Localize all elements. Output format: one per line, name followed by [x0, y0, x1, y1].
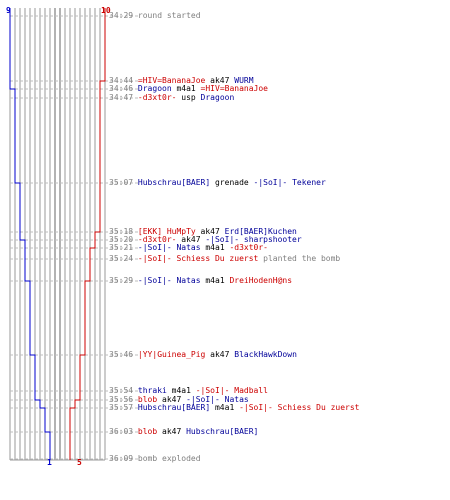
- event-text: bomb exploded: [137, 454, 201, 463]
- event-text: -|SoI|- Madball: [195, 386, 268, 395]
- event-text: Hubschrau[BAER]: [186, 427, 259, 436]
- event-row: 35:07 Hubschrau[BAER] grenade -|SoI|- Te…: [109, 178, 326, 188]
- event-time: 35:46: [109, 350, 134, 359]
- event-time: 34:47: [109, 93, 134, 102]
- event-text: m4a1: [200, 243, 230, 252]
- event-time: 36:09: [109, 454, 134, 463]
- event-row: 35:20 -d3xt0r- ak47 -|SoI|- sharpshooter: [109, 235, 302, 245]
- event-row: 34:44 =HIV=BananaJoe ak47 WURM: [109, 76, 254, 86]
- event-time: 35:54: [109, 386, 134, 395]
- event-time: 35:20: [109, 235, 134, 244]
- event-row: 35:57 Hubschrau[BAER] m4a1 -|SoI|- Schie…: [109, 403, 360, 413]
- event-time: 36:03: [109, 427, 134, 436]
- event-time: 35:57: [109, 403, 134, 412]
- event-text: ak47: [176, 235, 206, 244]
- event-time: 34:46: [109, 84, 134, 93]
- event-text: -|SoI|- Natas: [186, 395, 249, 404]
- event-text: usp: [176, 93, 201, 102]
- event-text: -d3xt0r-: [137, 93, 177, 102]
- event-text: Dragoon: [137, 84, 172, 93]
- event-text: =HIV=BananaJoe: [137, 76, 206, 85]
- blue-start-count: 9: [6, 6, 11, 15]
- event-text: blob: [137, 395, 158, 404]
- event-text: DreiHodenH@ns: [229, 276, 293, 285]
- event-row: 35:54 thraki m4a1 -|SoI|- Madball: [109, 386, 268, 396]
- event-time: 34:29: [109, 11, 134, 20]
- event-text: planted the bomb: [258, 254, 341, 263]
- event-time: 35:18: [109, 227, 134, 236]
- event-text: thraki: [137, 386, 167, 395]
- event-row: 36:03 blob ak47 Hubschrau[BAER]: [109, 427, 258, 437]
- event-text: round started: [137, 11, 201, 20]
- event-text: BlackHawkDown: [234, 350, 297, 359]
- red-end-count: 5: [77, 458, 82, 467]
- event-row: 35:56 blob ak47 -|SoI|- Natas: [109, 395, 249, 405]
- event-text: =HIV=BananaJoe: [200, 84, 268, 93]
- event-row: 34:29 round started: [109, 11, 201, 21]
- event-row: 35:29 -|SoI|- Natas m4a1 DreiHodenH@ns: [109, 276, 292, 286]
- event-row: 36:09 bomb exploded: [109, 454, 201, 464]
- event-time: 35:24: [109, 254, 134, 263]
- event-text: Hubschrau[BAER]: [137, 178, 211, 187]
- blue-end-count: 1: [47, 458, 52, 467]
- event-text: ak47: [205, 350, 235, 359]
- event-text: -d3xt0r-: [229, 243, 268, 252]
- event-time: 35:07: [109, 178, 134, 187]
- event-text: m4a1: [166, 386, 196, 395]
- event-text: -|SoI|- Schiess Du zuerst: [137, 254, 259, 263]
- event-row: 34:46 Dragoon m4a1 =HIV=BananaJoe: [109, 84, 268, 94]
- event-text: WURM: [234, 76, 254, 85]
- event-time: 34:44: [109, 76, 134, 85]
- event-text: m4a1: [171, 84, 201, 93]
- event-text: Erd[BAER]Kuchen: [224, 227, 297, 236]
- event-text: -|SoI|- Schiess Du zuerst: [239, 403, 360, 412]
- blue-team-alive-line: [9, 8, 51, 460]
- red-start-count: 10: [101, 6, 111, 15]
- event-text: m4a1: [210, 403, 240, 412]
- event-row: 35:18 [EKK] HuMpTy ak47 Erd[BAER]Kuchen: [109, 227, 297, 237]
- event-text: -|SoI|- Tekener: [253, 178, 326, 187]
- event-text: -|SoI|- Natas: [137, 276, 201, 285]
- event-text: blob: [137, 427, 158, 436]
- event-row: 35:46 |YY|Guinea_Pig ak47 BlackHawkDown: [109, 350, 297, 360]
- event-text: -|SoI|- Natas: [137, 243, 201, 252]
- event-text: ak47: [157, 427, 187, 436]
- event-text: grenade: [210, 178, 254, 187]
- event-text: Dragoon: [200, 93, 235, 102]
- event-row: 35:24 -|SoI|- Schiess Du zuerst planted …: [109, 254, 340, 264]
- event-row: 34:47 -d3xt0r- usp Dragoon: [109, 93, 234, 103]
- event-text: ak47: [195, 227, 225, 236]
- event-text: m4a1: [200, 276, 230, 285]
- event-text: ak47: [205, 76, 235, 85]
- event-text: -d3xt0r-: [137, 235, 177, 244]
- event-text: |YY|Guinea_Pig: [137, 350, 206, 359]
- event-row: 35:21 -|SoI|- Natas m4a1 -d3xt0r-: [109, 243, 268, 253]
- event-time: 35:21: [109, 243, 134, 252]
- event-text: [EKK] HuMpTy: [137, 227, 196, 236]
- event-text: Hubschrau[BAER]: [137, 403, 211, 412]
- red-team-alive-line: [69, 8, 106, 460]
- event-time: 35:29: [109, 276, 134, 285]
- event-text: ak47: [157, 395, 187, 404]
- event-text: -|SoI|- sharpshooter: [205, 235, 302, 244]
- event-time: 35:56: [109, 395, 134, 404]
